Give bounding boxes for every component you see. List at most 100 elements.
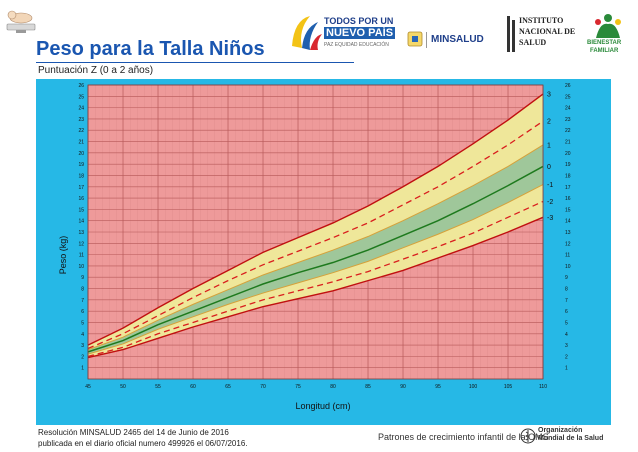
ins-line1: INSTITUTO [519,16,564,25]
series-line-1 [87,144,544,351]
resolution-note: Resolución MINSALUD 2465 del 14 de Junio… [38,427,247,449]
x-tick-label: 105 [504,384,513,390]
x-tick-label: 80 [330,384,336,390]
oms-line1: Organización [538,427,583,434]
y-tick-label-left: 1 [81,366,84,372]
y-tick-label-left: 4 [81,332,84,338]
y-tick-label-left: 16 [78,196,84,202]
x-tick-label: 55 [155,384,161,390]
icbf-line1: BIENESTAR [587,40,622,46]
series-line--1 [87,184,544,355]
minsalud-text: MINSALUD [431,34,484,45]
y-tick-label-left: 11 [79,253,84,259]
oms-line2: Mundial de la Salud [538,435,604,442]
y-tick-label-left: 20 [78,151,84,157]
who-organization-name: Organización Mundial de la Salud [538,427,603,443]
y-tick-label-right: 5 [565,320,568,326]
y-tick-label-left: 26 [78,83,84,89]
y-tick-label-left: 2 [81,354,84,360]
y-tick-label-right: 1 [565,366,568,372]
y-tick-label-right: 2 [565,354,568,360]
x-tick-label: 60 [190,384,196,390]
y-tick-label-right: 12 [565,241,571,247]
y-tick-label-left: 10 [78,264,84,270]
y-tick-label-right: 6 [565,309,568,315]
minsalud-logo: MINSALUD [406,30,502,50]
y-tick-label-left: 12 [78,241,84,247]
y-tick-label-right: 22 [565,128,571,134]
who-emblem-icon [520,428,536,444]
y-tick-label-right: 26 [565,83,571,89]
y-tick-label-left: 21 [78,140,84,146]
y-tick-label-left: 24 [78,106,84,112]
y-tick-label-left: 6 [81,309,84,315]
y-tick-label-right: 14 [565,219,571,225]
y-tick-label-left: 22 [78,128,84,134]
x-tick-label: 50 [120,384,126,390]
who-standards-caption: Patrones de crecimiento infantil de la O… [378,432,549,442]
x-tick-label: 75 [295,384,301,390]
series-label--1: -1 [547,182,553,189]
x-tick-label: 65 [225,384,231,390]
y-tick-label-right: 16 [565,196,571,202]
y-tick-label-right: 13 [565,230,571,236]
ins-line2: NACIONAL DE [519,27,576,36]
y-tick-label-left: 14 [78,219,84,225]
series-label-3: 3 [547,92,551,99]
y-tick-label-left: 17 [78,185,84,191]
footer-line2: publicada en el diario oficial numero 49… [38,439,248,448]
todos-line1: TODOS POR UN [324,16,394,26]
x-tick-label: 95 [435,384,441,390]
todos-line2: NUEVO PAÍS [324,27,396,39]
x-tick-label: 90 [400,384,406,390]
y-tick-label-right: 15 [565,207,571,213]
y-tick-label-right: 11 [565,253,570,259]
page-title: Peso para la Talla Niños [36,38,265,60]
series-label-2: 2 [547,119,551,126]
ins-line3: SALUD [519,38,547,47]
y-tick-label-left: 8 [81,287,84,293]
y-tick-label-right: 4 [565,332,568,338]
title-divider [36,62,354,63]
y-axis-label: Peso (kg) [58,236,68,275]
series-label-1: 1 [547,142,551,149]
series-line-3 [87,93,544,346]
footer-line1: Resolución MINSALUD 2465 del 14 de Junio… [38,428,229,437]
instituto-nacional-de-salud-logo: INSTITUTO NACIONAL DE SALUD [506,14,584,54]
y-tick-label-left: 9 [81,275,84,281]
y-tick-label-right: 23 [565,117,571,123]
y-tick-label-right: 17 [565,185,571,191]
y-tick-label-left: 23 [78,117,84,123]
icbf-line2: FAMILIAR [590,48,619,54]
y-tick-label-right: 3 [565,343,568,349]
zone-green [88,144,543,355]
y-tick-label-left: 18 [78,173,84,179]
y-tick-label-right: 21 [565,140,571,146]
x-tick-label: 70 [260,384,266,390]
x-tick-label: 110 [539,384,547,390]
series-line-0 [87,165,544,353]
y-tick-label-left: 5 [81,320,84,326]
x-axis-label: Longitud (cm) [295,401,350,411]
y-tick-label-left: 13 [78,230,84,236]
y-tick-label-right: 8 [565,287,568,293]
y-tick-label-right: 9 [565,275,568,281]
series-label--2: -2 [547,199,553,206]
series-label--3: -3 [547,215,553,222]
y-tick-label-left: 7 [81,298,84,304]
y-tick-label-right: 7 [565,298,568,304]
series-label-0: 0 [547,164,551,171]
bienestar-familiar-logo: BIENESTAR FAMILIAR [586,12,630,58]
y-tick-label-right: 24 [565,106,571,112]
series-line-2 [87,120,544,350]
todos-line3: PAZ EQUIDAD EDUCACIÓN [324,42,389,48]
y-tick-label-left: 25 [78,94,84,100]
series-line--3 [87,216,544,359]
y-tick-label-left: 15 [78,207,84,213]
zone-yellow [88,94,543,358]
x-tick-label: 100 [469,384,478,390]
x-tick-label: 45 [85,384,91,390]
x-tick-label: 85 [365,384,371,390]
y-tick-label-right: 25 [565,94,571,100]
